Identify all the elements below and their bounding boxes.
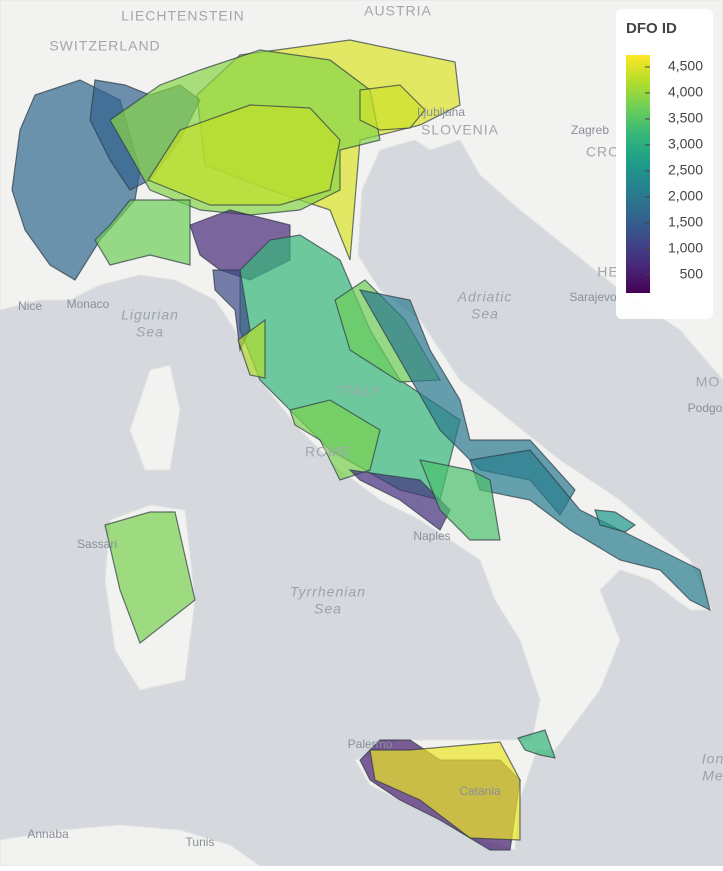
- place-label: Tunis: [186, 835, 215, 849]
- flood-region: [348, 469, 451, 531]
- place-label: Me: [702, 768, 723, 784]
- flood-region: [419, 459, 501, 541]
- place-label: Adriatic: [457, 289, 513, 305]
- place-label: Sea: [471, 306, 499, 322]
- place-label: MO: [696, 374, 721, 390]
- colorbar-tick-label: 4,500: [668, 58, 703, 74]
- colorbar-tick-label: 3,000: [668, 136, 703, 152]
- colorbar-tick-label: 3,500: [668, 110, 703, 126]
- place-label: Annaba: [27, 827, 69, 841]
- flood-region: [359, 84, 426, 131]
- place-label: Sarajevo: [569, 290, 617, 304]
- flood-region: [369, 741, 521, 841]
- place-label: Sea: [136, 324, 164, 340]
- place-label: Podgo: [688, 401, 723, 415]
- place-label: Zagreb: [571, 123, 609, 137]
- colorbar-tick-label: 2,500: [668, 162, 703, 178]
- place-label: Naples: [413, 529, 450, 543]
- place-label: Ljubljana: [417, 105, 465, 119]
- flood-region: [237, 318, 266, 379]
- place-label: SLOVENIA: [421, 122, 499, 138]
- place-label: AUSTRIA: [364, 3, 432, 19]
- place-label: LIECHTENSTEIN: [121, 8, 244, 24]
- flood-region: [104, 511, 196, 644]
- place-label: Sea: [314, 601, 342, 617]
- colorbar-tick-label: 4,000: [668, 84, 703, 100]
- place-label: Ligurian: [121, 307, 179, 323]
- flood-region: [94, 199, 191, 266]
- colorbar-tick-label: 2,000: [668, 188, 703, 204]
- colorbar-tick-label: 1,500: [668, 214, 703, 230]
- colorbar-title: DFO ID: [626, 20, 677, 37]
- place-label: Tyrrhenian: [290, 584, 366, 600]
- flood-region: [469, 449, 711, 612]
- place-label: Ion: [702, 751, 723, 767]
- legend: DFO ID 500 1,000 1,500 2,000 2,500 3,000 3,500…: [616, 9, 713, 319]
- flood-region: [239, 234, 461, 501]
- colorbar-tick-label: 1,000: [668, 240, 703, 256]
- flood-region: [212, 269, 251, 353]
- place-label: Catania: [459, 784, 501, 798]
- place-label: CRO: [586, 144, 620, 160]
- place-label: Sassari: [77, 537, 117, 551]
- place-label: ROME: [305, 444, 351, 460]
- flood-region: [517, 729, 556, 759]
- place-label: Nice: [18, 299, 42, 313]
- flood-region: [594, 509, 637, 533]
- colorbar: [626, 55, 650, 293]
- flood-region: [147, 104, 341, 206]
- place-label: SWITZERLAND: [49, 38, 160, 54]
- place-label: ITALY: [339, 383, 381, 399]
- place-label: HE: [597, 264, 618, 280]
- place-label: Palermo: [348, 737, 393, 751]
- colorbar-tick-label: 500: [680, 266, 704, 282]
- place-label: Monaco: [67, 297, 110, 311]
